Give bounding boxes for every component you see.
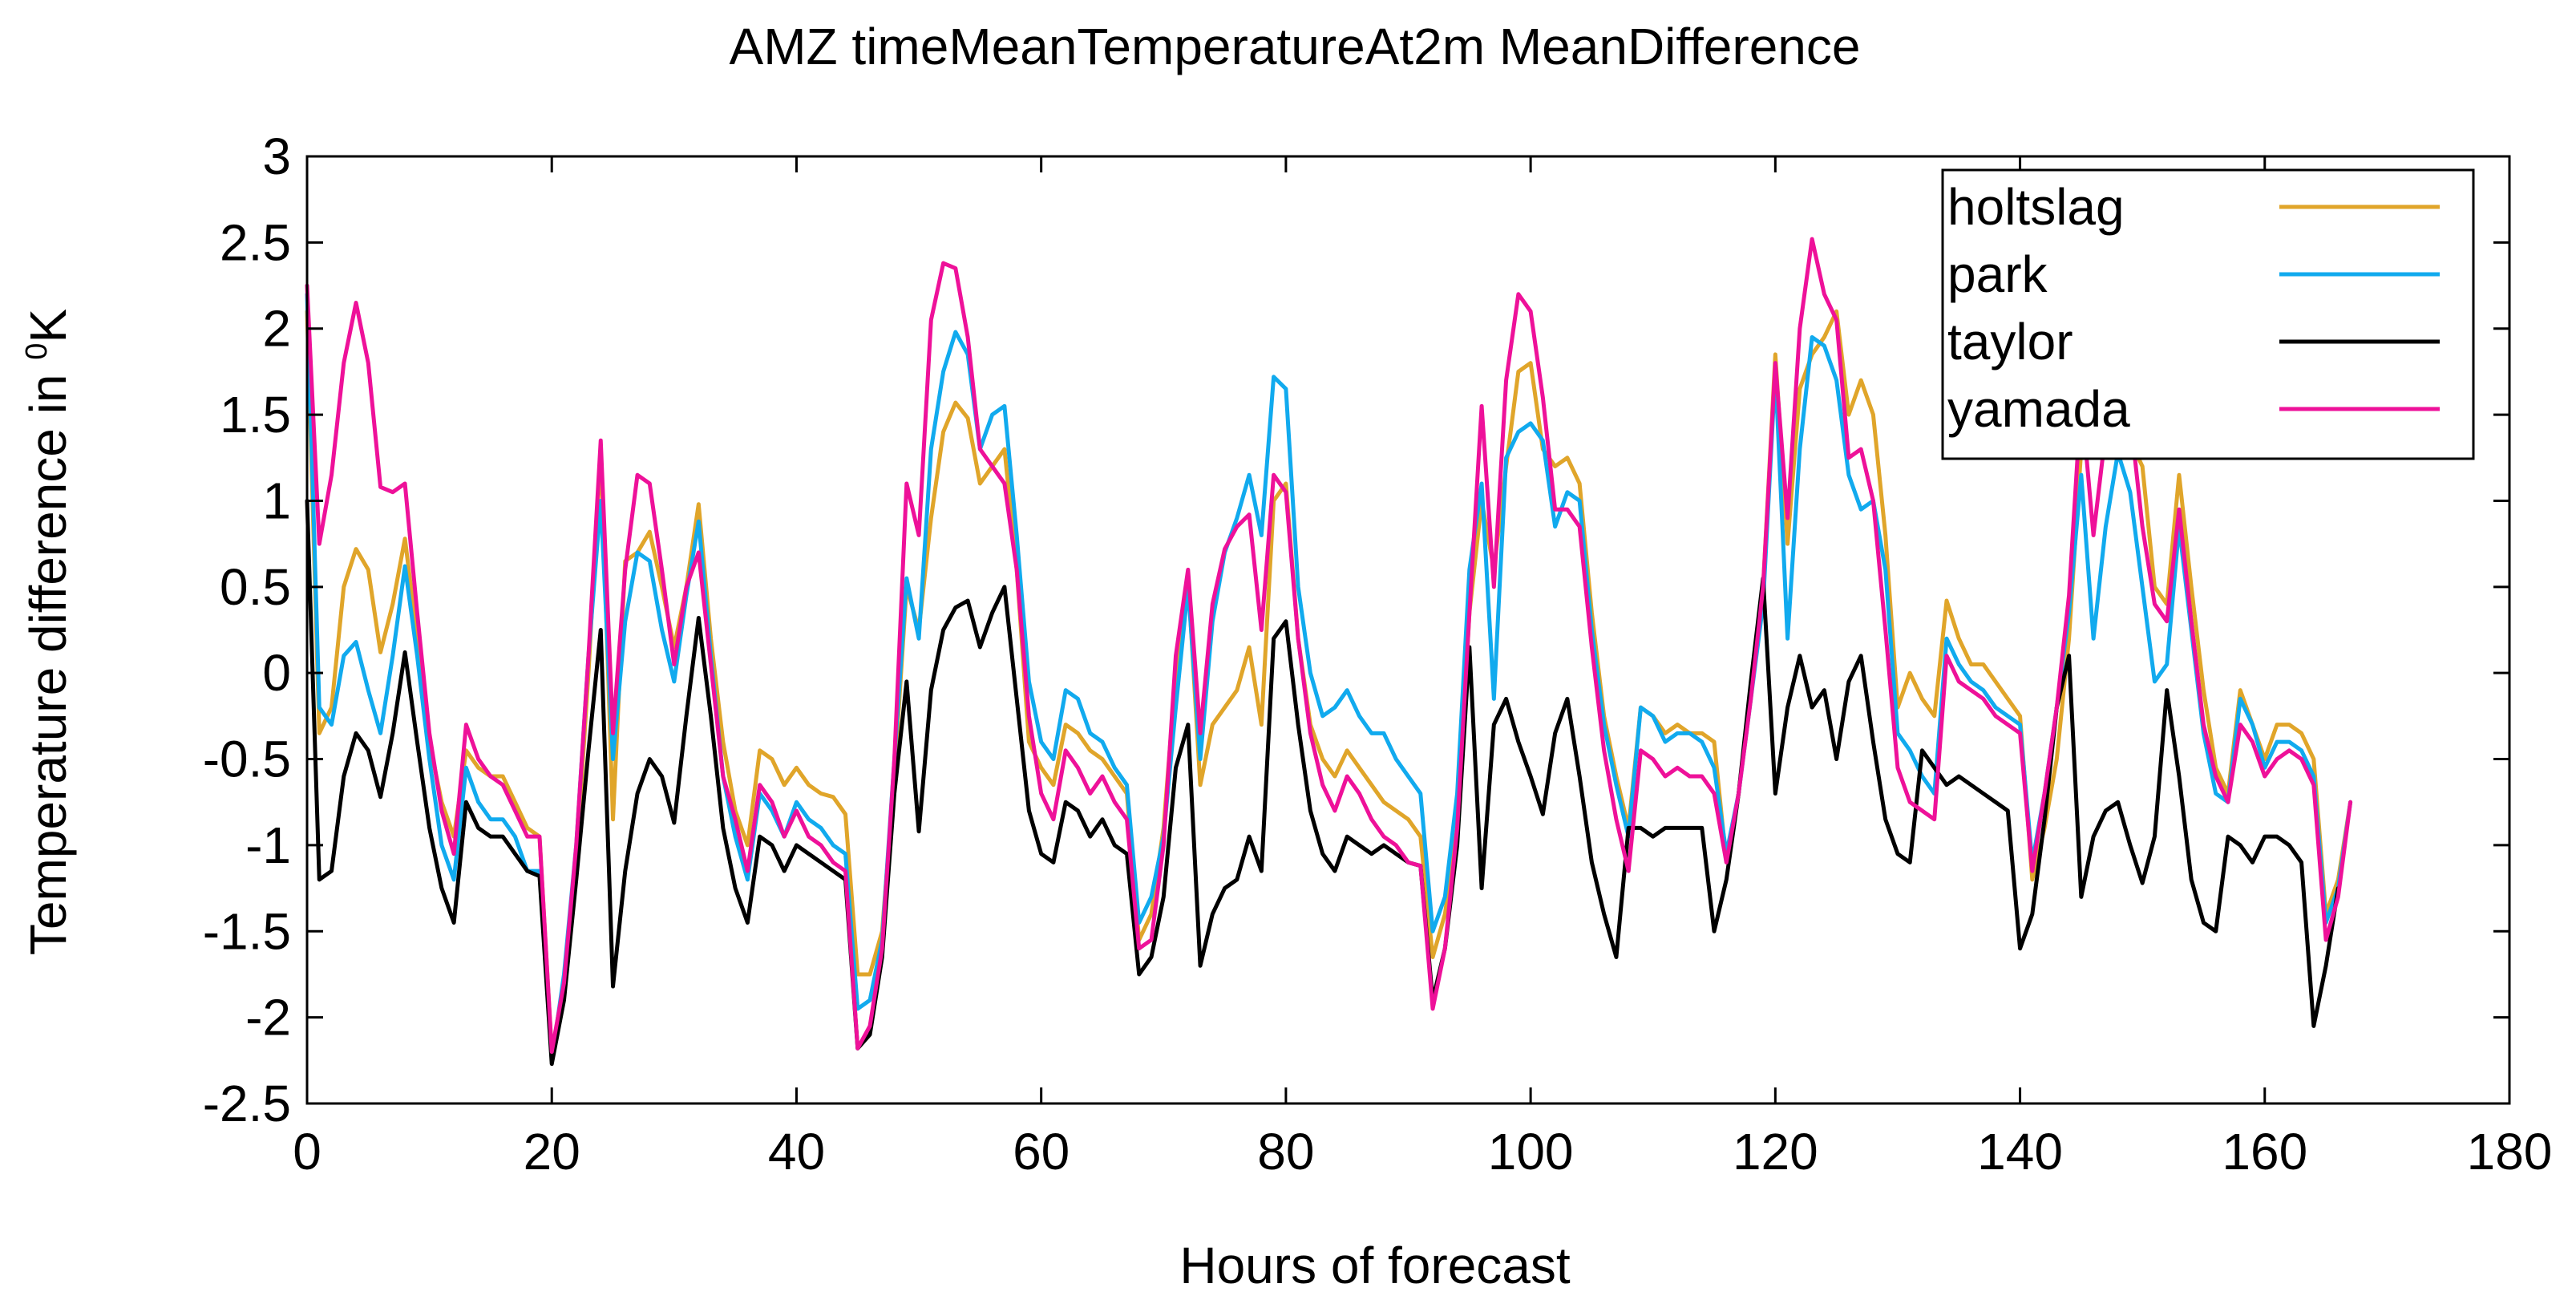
y-tick-label: 1.5 (220, 386, 291, 443)
y-axis-superscript: 0 (20, 343, 54, 360)
y-tick-label: 0 (262, 644, 291, 702)
x-tick-label: 160 (2222, 1123, 2307, 1180)
y-tick-label: -2 (245, 989, 291, 1047)
plot-frame (305, 155, 2511, 1105)
y-tick-label: 3 (262, 128, 291, 185)
legend-label-park: park (1947, 245, 2048, 303)
y-tick-label: 2 (262, 300, 291, 358)
y-tick-label: -1 (245, 816, 291, 874)
series-line-holtslag (305, 309, 2353, 1055)
series-line-taylor (305, 498, 2340, 1067)
y-axis-title: Temperature difference in 0K (19, 309, 77, 955)
x-tick-label: 40 (768, 1123, 825, 1180)
series-line-park (305, 292, 2353, 1063)
chart-title: AMZ timeMeanTemperatureAt2m MeanDifferen… (730, 18, 1861, 75)
x-tick-label: 180 (2467, 1123, 2553, 1180)
y-axis-label: Temperature difference in (19, 360, 77, 955)
legend: holtslag park taylor yamada (1941, 168, 2475, 460)
x-tick-label: 120 (1733, 1123, 1818, 1180)
x-tick-label: 80 (1257, 1123, 1314, 1180)
x-axis-label: Hours of forecast (1179, 1237, 1571, 1294)
legend-label-yamada: yamada (1947, 380, 2130, 438)
x-tick-label: 0 (293, 1123, 321, 1180)
y-tick-label: 0.5 (220, 558, 291, 616)
x-tick-label: 20 (524, 1123, 580, 1180)
y-tick-label: 1 (262, 472, 291, 529)
y-tick-label: -1.5 (203, 902, 291, 960)
y-tick-label: -0.5 (203, 731, 291, 788)
x-tick-label: 60 (1013, 1123, 1070, 1180)
legend-label-holtslag: holtslag (1947, 178, 2125, 236)
y-tick-label: 2.5 (220, 213, 291, 271)
y-axis-unit: K (19, 309, 77, 343)
x-tick-label: 100 (1488, 1123, 1574, 1180)
legend-label-taylor: taylor (1947, 313, 2073, 371)
series-line-yamada (305, 237, 2353, 1055)
svg-text:Temperature difference in 0K: Temperature difference in 0K (19, 309, 77, 955)
y-tick-label: -2.5 (203, 1075, 291, 1132)
x-tick-label: 140 (1977, 1123, 2063, 1180)
